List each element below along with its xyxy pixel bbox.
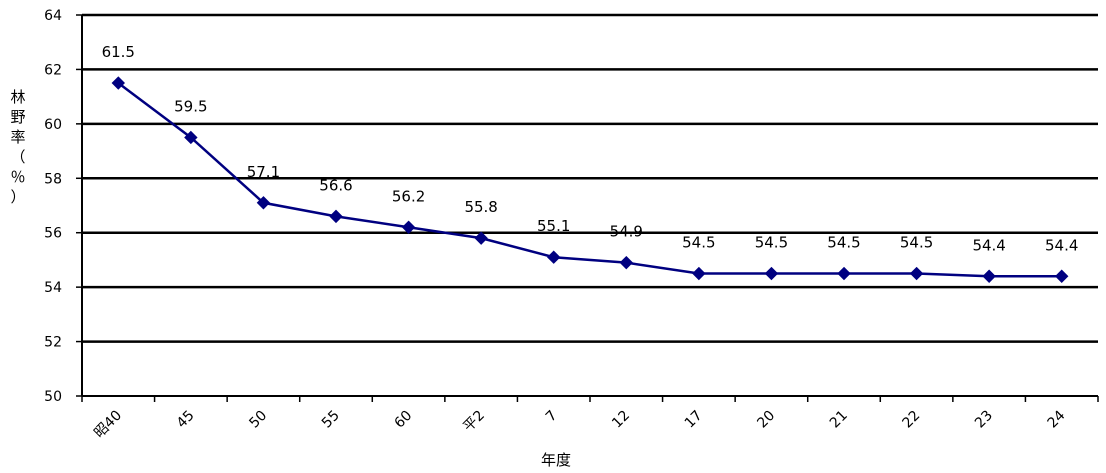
data-label: 57.1 (247, 163, 280, 181)
data-label: 54.5 (900, 234, 933, 252)
data-label: 56.2 (392, 187, 425, 205)
y-tick-label: 54 (44, 280, 62, 296)
y-axis-title-char: ％ (10, 168, 25, 186)
x-tick-label: 23 (972, 408, 996, 432)
data-label: 54.5 (827, 234, 860, 252)
x-tick-label: 45 (174, 408, 198, 432)
data-label: 54.5 (682, 234, 715, 252)
data-point-marker (619, 255, 633, 270)
data-label: 55.1 (537, 217, 570, 235)
data-point-marker (329, 209, 343, 224)
x-tick-label: 7 (543, 408, 561, 426)
x-tick-label: 20 (754, 408, 778, 432)
data-point-marker (1055, 269, 1069, 283)
series-group (111, 76, 1069, 283)
data-point-marker (547, 250, 561, 264)
x-tick-label: 24 (1045, 407, 1069, 431)
y-tick-label: 50 (44, 389, 62, 405)
y-tick-label: 52 (44, 335, 62, 351)
data-label: 54.9 (610, 223, 643, 241)
y-axis-title-char: ） (10, 188, 25, 206)
x-tick-label: 22 (899, 408, 923, 432)
x-axis-ticks: 昭40 45 50 55 60 平2 7 12 17 20 21 22 23 24 (81, 396, 1099, 442)
x-tick-label: 平2 (460, 408, 488, 436)
data-labels: 61.5 59.5 57.1 56.6 56.2 55.8 55.1 54.9 54.5 54.5… (102, 43, 1079, 254)
y-axis-title-char: 林 (10, 88, 25, 106)
x-tick-label: 21 (827, 408, 851, 432)
x-tick-label: 12 (609, 408, 633, 432)
y-axis-title-char: 野 (10, 108, 25, 126)
x-tick-label: 50 (246, 408, 270, 432)
y-axis-ticks: 50 52 54 56 58 60 62 64 (44, 8, 82, 405)
x-tick-label: 昭40 (91, 408, 125, 442)
data-point-marker (401, 220, 416, 234)
data-label: 55.8 (464, 198, 497, 216)
data-point-marker (184, 130, 198, 145)
series-line (117, 82, 1062, 278)
grid-lines (82, 13, 1098, 343)
y-tick-label: 60 (44, 117, 62, 133)
data-point-marker (909, 266, 924, 281)
x-tick-label: 17 (682, 408, 706, 432)
data-label: 54.4 (972, 236, 1005, 254)
x-axis-title: 年度 (541, 451, 571, 469)
y-tick-label: 56 (44, 226, 62, 242)
y-axis-title: 林野率 （ ％ ） (10, 88, 25, 206)
y-axis-title-char: （ (10, 148, 25, 166)
data-point-marker (692, 266, 706, 281)
data-point-marker (256, 196, 271, 210)
y-tick-label: 62 (44, 62, 62, 78)
data-label: 54.4 (1045, 236, 1078, 254)
data-point-marker (837, 266, 851, 281)
axes (81, 15, 1098, 397)
data-point-marker (474, 231, 488, 245)
x-tick-label: 60 (391, 408, 415, 432)
y-tick-label: 58 (44, 171, 62, 187)
data-point-marker (764, 266, 779, 281)
x-tick-label: 55 (319, 408, 343, 432)
data-point-marker (111, 76, 125, 90)
data-label: 54.5 (755, 234, 788, 252)
data-label: 61.5 (102, 43, 135, 61)
y-tick-label: 64 (44, 8, 62, 24)
data-label: 56.6 (319, 176, 352, 194)
data-label: 59.5 (174, 97, 207, 115)
y-axis-title-char: 率 (10, 128, 25, 146)
data-point-marker (982, 269, 996, 283)
